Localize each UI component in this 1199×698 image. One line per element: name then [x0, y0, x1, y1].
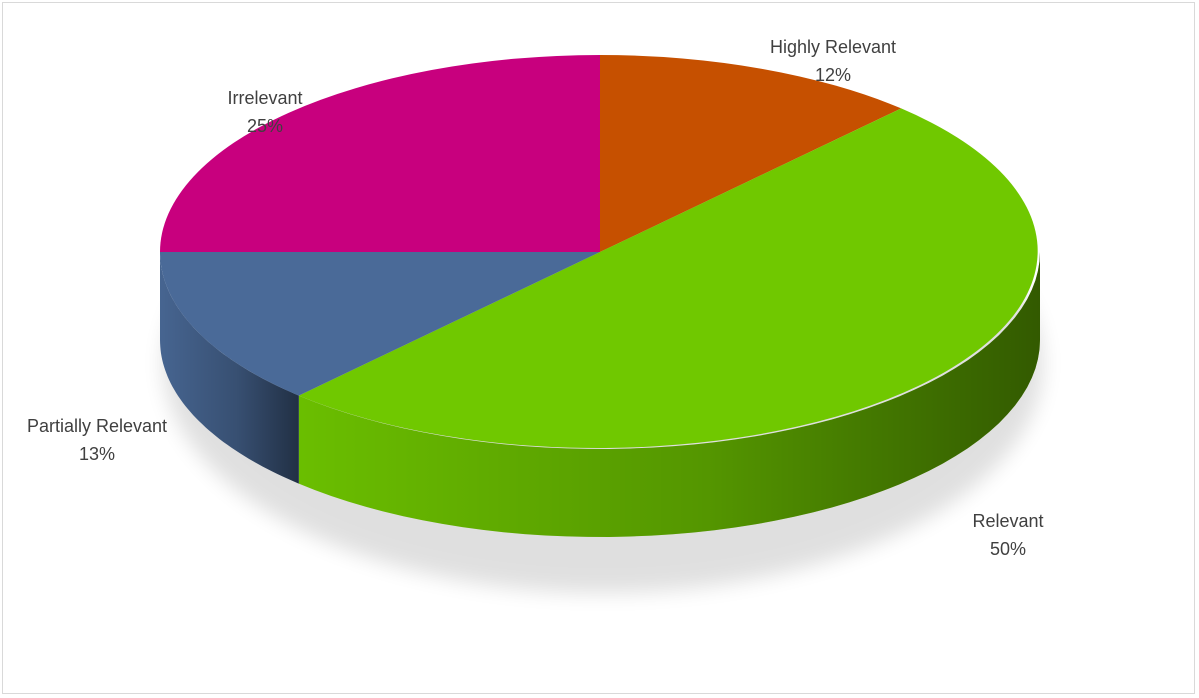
label-highly-relevant: Highly Relevant [770, 37, 896, 57]
pie-chart: Highly Relevant 12% Relevant 50% Partially R… [27, 37, 1044, 593]
pie-slice-partially-relevant [160, 252, 600, 396]
label-irrelevant: Irrelevant [227, 88, 302, 108]
percent-partially-relevant: 13% [79, 444, 115, 464]
pie-slice-relevant [298, 108, 1038, 449]
percent-highly-relevant: 12% [815, 65, 851, 85]
pie-side-shade-relevant [298, 252, 1040, 537]
percent-relevant: 50% [990, 539, 1026, 559]
percent-irrelevant: 25% [247, 116, 283, 136]
pie-slice-irrelevant [160, 55, 600, 252]
pie-slice-highly-relevant [600, 55, 902, 252]
pie-side-shade-partially-relevant [160, 252, 299, 484]
label-relevant: Relevant [972, 511, 1043, 531]
label-partially-relevant: Partially Relevant [27, 416, 167, 436]
